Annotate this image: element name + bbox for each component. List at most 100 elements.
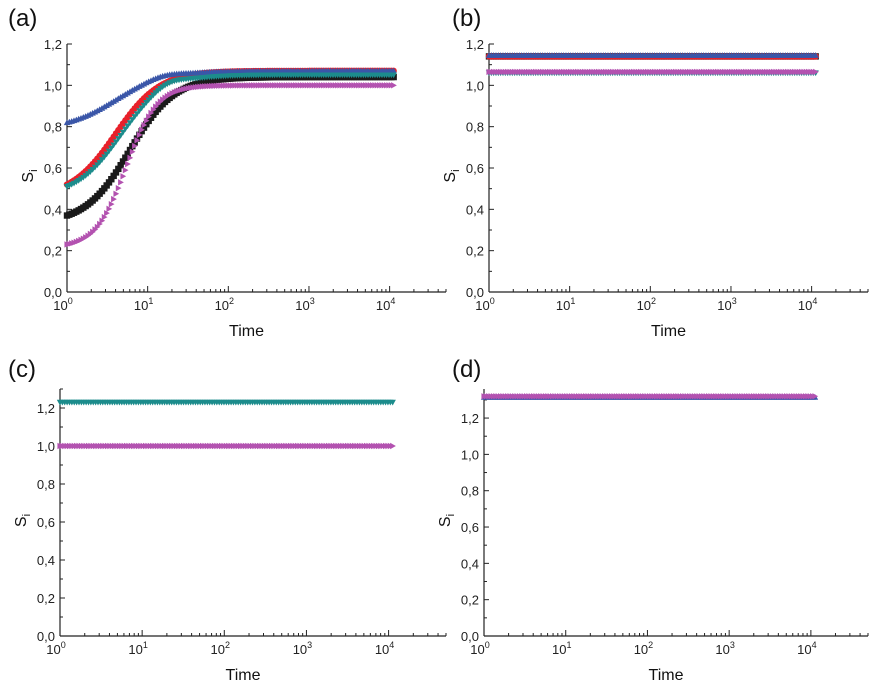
panel-d-y-tick-label: 0,2 [461, 593, 479, 608]
panel-d-x-tick-exp: 1 [566, 640, 571, 650]
panel-d-x-tick-label: 101 [552, 640, 571, 657]
panel-d-x-tick-label: 102 [634, 640, 653, 657]
panel-b-y-tick-label: 0,4 [466, 202, 484, 217]
panel-a-series-1-point [110, 172, 117, 180]
panel-c-x-tick-base: 10 [46, 642, 60, 657]
panel-d-series-2-point [812, 393, 819, 400]
panel-a-y-tick-label: 1,2 [44, 37, 62, 52]
panel-d-x-tick-label: 100 [470, 640, 489, 657]
panel-b-x-tick-base: 10 [475, 298, 489, 313]
panel-a-series-4-point [112, 139, 120, 146]
panel-c-plot-area [56, 399, 396, 450]
panel-b-label: (b) [452, 5, 481, 32]
panel-d-series-2 [481, 393, 819, 400]
panel-c-x-tick-exp: 2 [225, 640, 230, 650]
panel-c-x-tick-label: 101 [128, 640, 147, 657]
panel-a-x-tick-label: 100 [53, 296, 72, 313]
panel-d-y-axis-title: Si [437, 514, 457, 527]
panel-b-x-tick-exp: 1 [570, 296, 575, 306]
panel-d-x-tick-exp: 0 [485, 640, 490, 650]
panel-b-y-tick-label: 0,6 [466, 161, 484, 176]
panel-a-series-5-point [139, 126, 145, 133]
panel-a-x-tick-base: 10 [134, 298, 148, 313]
panel-c-y-tick-label: 0,0 [37, 629, 55, 644]
panel-b-y-axis-title-sub: i [450, 169, 462, 171]
panel-a-series-5-point [97, 220, 103, 228]
panel-c-y-axis-title-sub: i [21, 514, 33, 516]
panel-c-x-tick-base: 10 [128, 642, 142, 657]
panel-a-series-4-point [124, 123, 131, 130]
panel-a-x-tick-base: 10 [376, 298, 390, 313]
panel-a-series-5-point [99, 217, 106, 224]
panel-d-x-tick-base: 10 [715, 642, 729, 657]
panel-a-x-tick-label: 102 [215, 296, 234, 313]
panel-c-x-tick-label: 102 [211, 640, 230, 657]
panel-a-series-5-point [141, 121, 148, 129]
panel-a-y-tick-label: 0,2 [44, 244, 62, 259]
panel-d-label: (d) [452, 356, 481, 383]
panel-a-x-tick-base: 10 [215, 298, 229, 313]
panel-b-y-axis-title: Si [442, 169, 462, 182]
panel-b-plot-area [485, 52, 819, 77]
panel-b-x-tick-base: 10 [637, 298, 651, 313]
panel-c-series-2 [57, 442, 396, 450]
panel-b-series-3 [485, 52, 819, 58]
panel-c-series-1 [56, 399, 396, 406]
panel-a-series-4-point [117, 132, 124, 139]
panel-b-series-5-point [813, 68, 819, 76]
panel-a-y-tick-label: 0,8 [44, 120, 62, 135]
panel-b-x-tick-base: 10 [798, 298, 812, 313]
panel-d-x-tick-exp: 3 [730, 640, 735, 650]
panel-a-series-5-point [134, 137, 141, 144]
panel-b-x-tick-base: 10 [556, 298, 570, 313]
panel-b-x-axis-title: Time [651, 323, 686, 340]
panel-a-series-5-point [391, 82, 397, 89]
panel-d-x-tick-base: 10 [634, 642, 648, 657]
panel-a-series-5-point [104, 209, 110, 217]
panel-a-series-1-point [119, 158, 127, 165]
panel-c-x-tick-exp: 0 [61, 640, 66, 650]
panel-a-series-3 [63, 67, 397, 126]
panel-d-y-axis-title-main: S [437, 516, 454, 527]
panel-c-x-tick-label: 104 [375, 640, 394, 657]
panel-a-x-tick-base: 10 [295, 298, 309, 313]
panel-a-x-tick-exp: 3 [310, 296, 315, 306]
panel-c-x-tick-label: 103 [293, 640, 312, 657]
panel-a-series-5-point [122, 166, 129, 174]
panel-a-series-5-point [120, 173, 127, 180]
panel-a-series-1-point [117, 162, 124, 169]
panel-a-series-4-point [390, 72, 397, 79]
panel-b-y-tick-label: 0,2 [466, 244, 484, 259]
panel-a-x-tick-exp: 1 [148, 296, 153, 306]
panel-d-plot-area [480, 393, 819, 400]
panel-a-y-tick-label: 0,4 [44, 202, 62, 217]
panel-a-y-tick-label: 0,0 [44, 285, 62, 300]
panel-c-x-tick-exp: 1 [143, 640, 148, 650]
panel-b-x-tick-label: 101 [556, 296, 575, 313]
panel-a-series-4-point [126, 120, 134, 127]
panel-c-x-tick-base: 10 [375, 642, 389, 657]
panel-a-series-1-point [124, 150, 131, 158]
panel-a-series-5-point [132, 142, 138, 150]
panel-c-x-tick-exp: 3 [307, 640, 312, 650]
panel-c-y-tick-label: 1,2 [37, 401, 55, 416]
panel-c-y-axis-title: Si [13, 514, 33, 527]
panel-a-series-1-point [112, 169, 120, 176]
panel-c-label: (c) [8, 356, 36, 383]
panel-a-series-4-point [108, 145, 115, 152]
panel-b-y-tick-label: 1,0 [466, 78, 484, 93]
panel-a-y-axis-title: Si [20, 169, 40, 182]
panel-a-y-axis-title-sub: i [28, 169, 40, 171]
panel-d-y-tick-label: 0,8 [461, 484, 479, 499]
panel-a-series-4-point [110, 142, 117, 149]
panel-c-x-axis-title: Time [226, 667, 261, 684]
panel-a-y-tick-label: 0,6 [44, 161, 62, 176]
panel-c-y-tick-label: 1,0 [37, 439, 55, 454]
panel-a-x-tick-exp: 2 [229, 296, 234, 306]
panel-c-series-1-point [389, 399, 396, 406]
